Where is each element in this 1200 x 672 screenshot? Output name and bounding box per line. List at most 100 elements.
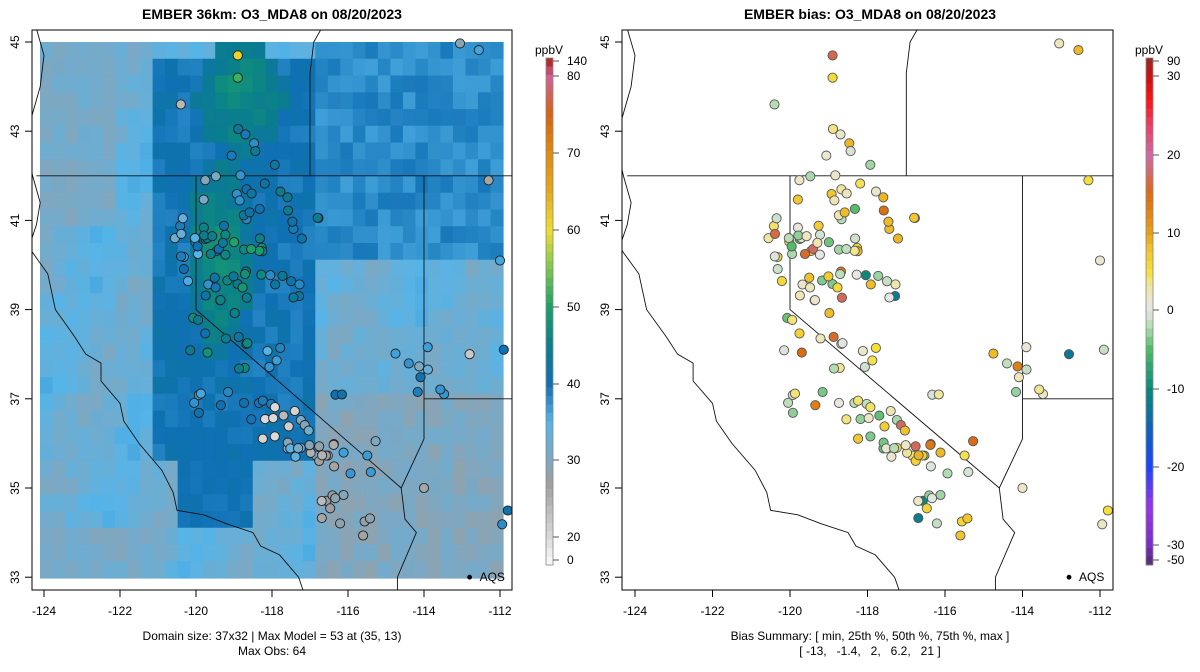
model-cell [140,209,154,227]
obs-point [237,282,248,293]
bias-point [841,244,852,255]
model-cell [177,142,191,160]
model-cell [65,561,79,579]
model-cell [402,159,416,177]
colorbar-segment [546,370,553,380]
model-cell [115,58,129,77]
model-cell [115,243,129,261]
model-cell [377,142,391,160]
y-tick-label: 35 [598,481,612,495]
model-cell [152,494,166,512]
model-cell [190,544,204,562]
model-cell [440,494,454,512]
model-cell [302,527,316,546]
model-cell [315,176,329,194]
model-cell [215,192,229,211]
model-cell [227,393,241,412]
bias-point [794,290,805,301]
obs-point [412,386,423,397]
colorbar-segment [546,269,553,279]
model-cell [40,326,54,345]
colorbar-unit: ppbV [1135,43,1163,57]
model-cell [490,410,504,428]
model-cell [452,494,467,512]
bias-point [962,513,973,524]
colorbar-segment [1146,277,1153,287]
model-cell [315,326,329,345]
model-cell [165,109,179,127]
model-cell [115,75,129,93]
model-cell [52,410,66,428]
model-cell [265,310,279,328]
model-cell [290,477,304,495]
bias-point [853,433,864,444]
bias-point [823,237,834,248]
aqs-label: AQS [1079,570,1104,584]
colorbar-segment [546,336,553,346]
colorbar-segment [1146,117,1153,127]
model-cell [215,511,229,529]
colorbar-unit: ppbV [535,43,563,57]
obs-point [454,38,466,49]
bias-point [874,410,885,421]
right-geography [622,30,1113,600]
model-cell [40,544,54,562]
obs-point [277,270,288,281]
model-cell [352,259,366,278]
colorbar-segment [546,362,553,372]
model-cell [190,561,204,579]
model-cell [440,527,454,546]
model-cell [440,58,454,77]
model-cell [415,393,429,412]
model-cell [190,159,204,177]
model-cell [452,176,467,194]
model-cell [52,477,66,495]
model-cell [165,511,179,529]
coastline [622,30,900,590]
model-cell [377,259,391,278]
model-cell [302,561,316,579]
bias-point [849,245,860,256]
model-cell [265,243,279,261]
model-cell [352,109,366,127]
aqs-marker [467,574,472,580]
model-cell [102,58,116,77]
bias-point [925,439,936,450]
bias-point [793,230,804,241]
model-cell [202,561,216,579]
bias-point [1102,505,1113,516]
model-cell [40,92,54,110]
model-cell [127,226,141,244]
model-cell [215,561,229,579]
model-cell [477,393,492,412]
obs-point [293,443,304,454]
model-cell [140,226,154,244]
bias-point [783,233,794,244]
model-cell [65,393,79,412]
model-cell [377,393,391,412]
model-cell [327,276,341,294]
model-cell [140,377,154,395]
model-cell [52,92,66,110]
bias-point [769,99,780,110]
model-cell [102,377,116,395]
model-cell [115,226,129,244]
model-cell [190,527,204,546]
model-cell [440,243,454,261]
model-cell [40,226,54,244]
state-border [902,591,995,600]
model-cell [77,410,91,428]
model-cell [102,527,116,546]
bias-point [1012,361,1023,372]
model-cell [127,527,141,546]
model-cell [290,176,304,194]
colorbar-segment [1146,100,1153,110]
model-cell [240,310,254,328]
left-caption-line2: Max Obs: 64 [237,644,307,658]
model-cell [415,410,429,428]
y-tick-label: 45 [598,35,612,49]
model-cell [177,494,191,512]
colorbar-segment [1146,387,1153,397]
model-cell [115,42,129,60]
model-cell [477,410,492,428]
